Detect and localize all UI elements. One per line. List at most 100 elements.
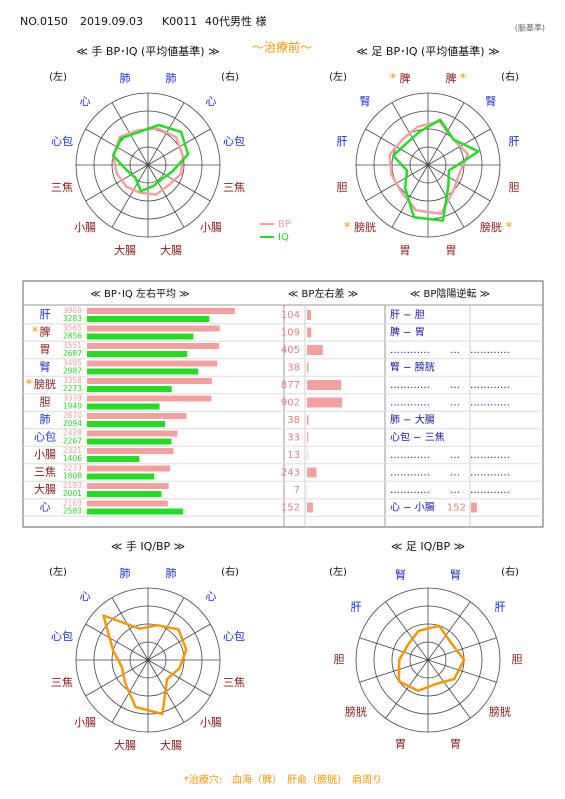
reversal-pair: ………… … ………… <box>390 450 510 461</box>
average-value: 2267 <box>63 437 82 446</box>
reversal-pair: 肝 − 胆 <box>390 309 425 321</box>
average-value: 1808 <box>63 472 82 481</box>
reversal-pair: 肺 − 大腸 <box>390 413 435 426</box>
bar <box>87 413 187 419</box>
chart-title: ≪ 手 IQ/BP ≫ <box>111 539 185 553</box>
bar <box>87 368 199 375</box>
bar <box>87 351 188 357</box>
axis-label: 膀胱 <box>345 704 367 718</box>
organ-label: 大腸 <box>34 482 56 496</box>
radar-series <box>111 127 185 196</box>
axis-label: 腎 <box>395 568 406 581</box>
bar <box>307 327 312 338</box>
bar <box>307 310 312 320</box>
axis-label: 膀胱 <box>354 220 376 234</box>
axis-mark: * <box>460 72 467 87</box>
axis-label: 肺 <box>166 567 177 580</box>
column-header: ≪ BP陰陽逆転 ≫ <box>410 287 490 300</box>
average-value: 2583 <box>63 507 82 516</box>
bar <box>87 316 210 322</box>
chart-title: ≪ 足 IQ/BP ≫ <box>391 540 465 553</box>
reversal-pair: 心 − 小腸 <box>390 502 435 514</box>
spoke <box>359 659 429 683</box>
bar <box>87 456 140 462</box>
average-value: 1949 <box>63 402 82 411</box>
difference-value: 38 <box>287 415 300 426</box>
average-value: 2233 <box>63 464 82 473</box>
bar <box>87 325 220 332</box>
average-value: 3565 <box>63 324 82 333</box>
spoke <box>427 637 497 661</box>
reversal-pair: 脾 − 胃 <box>390 326 425 339</box>
spoke <box>385 601 429 661</box>
date: 2019.09.03 <box>80 15 143 28</box>
bar <box>87 500 168 507</box>
average-value: 2987 <box>63 367 82 376</box>
bar <box>87 333 194 340</box>
difference-value: 33 <box>287 433 300 444</box>
column-header: ≪ BP左右差 ≫ <box>288 287 358 300</box>
organ-label: 胆 <box>40 396 51 409</box>
axis-label: 肺 <box>119 72 130 85</box>
axis-label: 肝 <box>495 601 506 614</box>
axis-mark: * <box>390 72 397 87</box>
patient: 40代男性 様 <box>205 14 267 28</box>
axis-label: 大腸 <box>160 243 182 257</box>
spoke <box>391 164 429 228</box>
spoke <box>111 597 149 661</box>
axis-label: 心 <box>80 95 91 108</box>
bar <box>87 465 171 472</box>
reversal-pair: ………… … ………… <box>390 380 510 391</box>
radar-series <box>397 624 466 693</box>
column-header: ≪ BP･IQ 左右平均 ≫ <box>90 287 189 300</box>
bar <box>87 395 212 402</box>
bar <box>87 378 213 384</box>
average-value: 2856 <box>63 332 82 341</box>
organ-label: 心包 <box>34 431 56 444</box>
radar-series <box>388 120 470 215</box>
difference-value: 243 <box>281 468 300 479</box>
organ-label: 心 <box>40 501 51 514</box>
axis-label: 胃 <box>450 738 461 751</box>
axis-label: 胆 <box>334 653 345 666</box>
bar <box>87 421 166 427</box>
average-value: 3283 <box>63 314 82 323</box>
axis-label: 胃 <box>446 244 457 257</box>
spoke <box>147 102 185 166</box>
side-label: (右) <box>221 70 239 83</box>
spoke <box>147 659 211 697</box>
spoke <box>427 601 471 661</box>
spoke <box>427 102 465 166</box>
bar <box>471 502 477 513</box>
axis-label: 脾 <box>446 71 457 85</box>
axis-label: 三焦 <box>51 181 73 194</box>
spoke <box>111 164 149 228</box>
axis-label: 小腸 <box>74 716 96 729</box>
axis-label: 心包 <box>223 135 245 148</box>
organ-label: 肺 <box>40 413 51 426</box>
difference-value: 902 <box>281 398 300 409</box>
organ-mark: * <box>26 378 33 393</box>
axis-label: 大腸 <box>160 738 182 752</box>
axis-label: 腎 <box>450 568 461 581</box>
axis-label: 肺 <box>166 72 177 85</box>
axis-label: 肝 <box>508 135 519 148</box>
chart-title: ≪ 足 BP･IQ (平均値基準) ≫ <box>356 44 499 58</box>
bar <box>307 397 343 408</box>
side-label: (右) <box>501 70 519 83</box>
axis-label: 大腸 <box>114 243 136 257</box>
bar <box>87 430 178 437</box>
bar <box>87 343 220 349</box>
legend-label: BP <box>278 219 291 230</box>
axis-label: 胆 <box>337 181 348 194</box>
bar <box>307 345 323 355</box>
axis-label: 胆 <box>512 653 523 666</box>
subtitle: 〜治療前〜 <box>252 40 312 55</box>
spoke <box>359 637 429 661</box>
average-value: 2094 <box>63 419 82 428</box>
organ-label: 三焦 <box>34 466 56 479</box>
organ-label: 腎 <box>40 361 51 374</box>
bar <box>87 360 218 367</box>
axis-label: 三焦 <box>223 181 245 194</box>
